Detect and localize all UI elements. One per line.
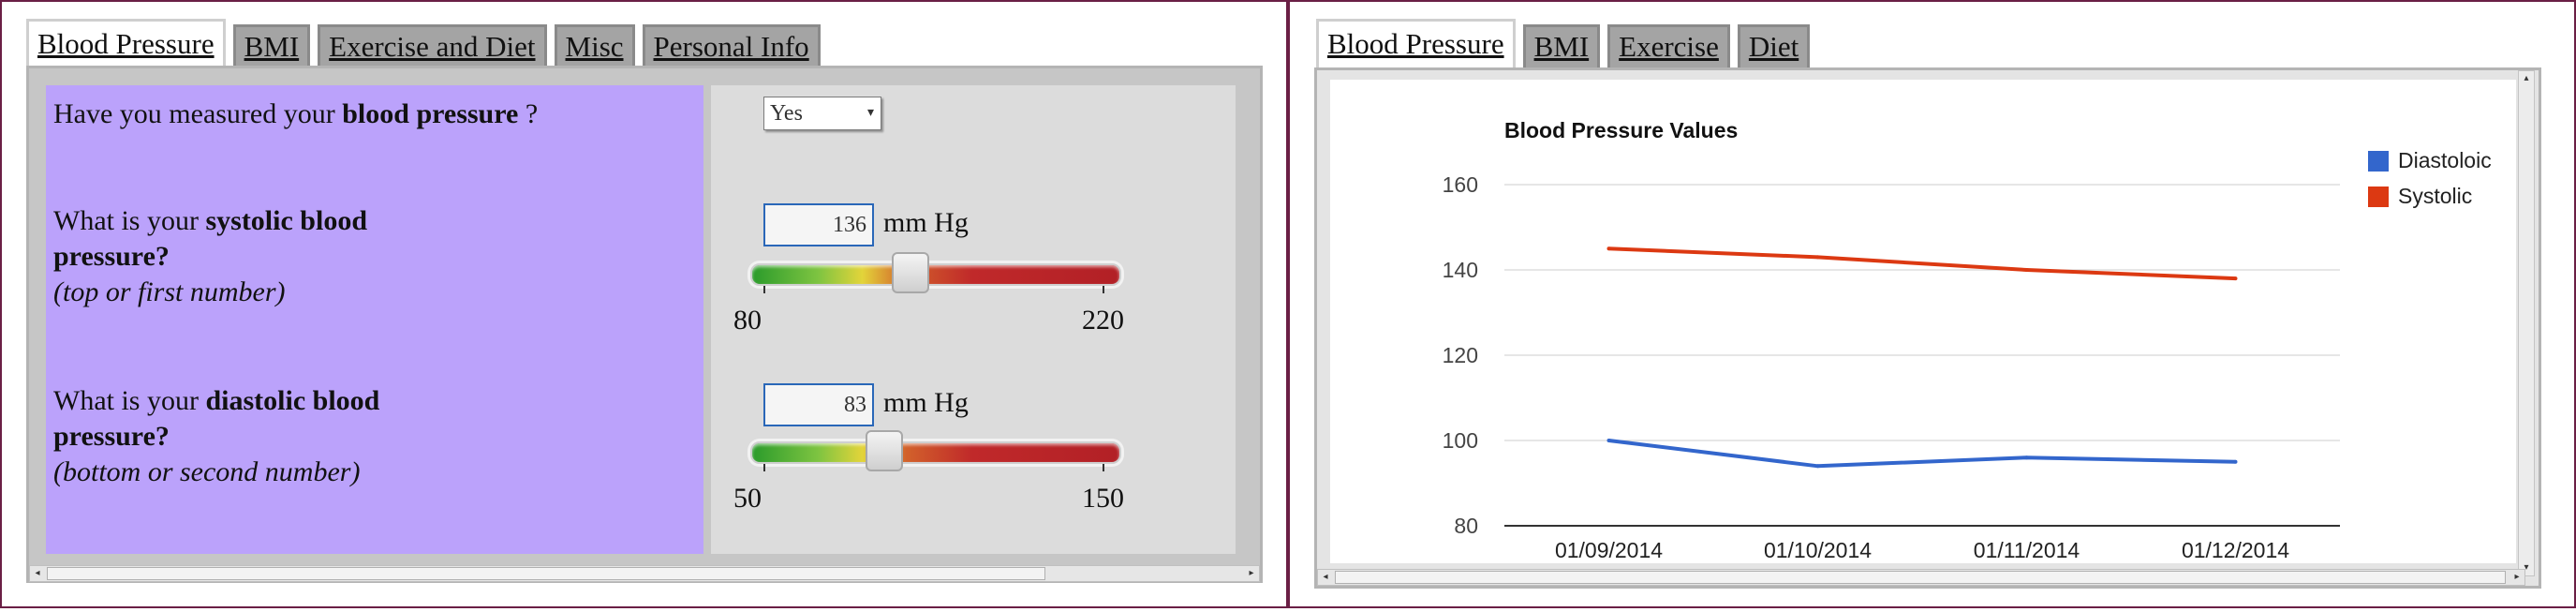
diastolic-slider-handle[interactable] [866,430,904,471]
y-tick-label: 120 [1443,343,1478,367]
tab-bmi[interactable]: BMI [232,24,311,67]
form-tabbar: Blood Pressure BMI Exercise and Diet Mis… [26,19,821,67]
systolic-slider-track[interactable] [750,263,1121,286]
chart-gridlines [1504,184,2340,527]
data-point-systolic[interactable] [1606,246,1611,251]
chart-tabbar: Blood Pressure BMI Exercise Diet [1316,19,1811,67]
systolic-slider-handle[interactable] [891,252,929,293]
measured-select-value: Yes [770,101,803,126]
y-tick-label: 100 [1443,428,1478,453]
x-tick-label: 01/12/2014 [2182,538,2289,562]
y-tick-label: 140 [1443,258,1478,282]
x-tick-label: 01/10/2014 [1764,538,1872,562]
chart-scroll-thumb[interactable] [1335,571,2506,584]
y-tick-label: 80 [1454,514,1478,538]
diastolic-slider-track[interactable] [750,441,1121,464]
measured-question-end: ? [518,98,539,129]
tab-bmi-chart[interactable]: BMI [1522,24,1601,67]
measured-select[interactable]: Yes ▾ [763,97,881,130]
data-point-diastoloic[interactable] [2233,459,2238,464]
chart-scroll-left-icon[interactable]: ◂ [1323,572,1328,582]
data-point-diastoloic[interactable] [2024,455,2029,460]
systolic-question-bold-1: systolic blood [205,205,367,236]
answers-column: Yes ▾ 136 mm Hg 80 220 83 mm Hg 50 150 [711,85,1236,554]
measured-question: Have you measured your blood pressure ? [53,97,538,132]
x-tick-label: 01/11/2014 [1974,538,2080,562]
y-axis-ticks: 160 140 120 100 80 [1443,172,1478,538]
legend-swatch [2368,187,2389,207]
series-line-systolic[interactable] [1608,246,2236,281]
diastolic-question-text: What is your [53,385,206,416]
scroll-up-icon[interactable]: ▴ [2524,73,2529,83]
measured-question-bold: blood pressure [342,98,519,129]
x-tick-label: 01/09/2014 [1555,538,1663,562]
diastolic-max-tick [1103,464,1104,471]
chevron-down-icon: ▾ [866,106,874,120]
bp-form-panel: Blood Pressure BMI Exercise and Diet Mis… [0,0,1288,608]
systolic-question: What is your systolic blood pressure? (t… [53,203,367,310]
chart-area: Blood Pressure Values 160 140 120 100 80 01/… [1330,80,2516,563]
form-horizontal-scrollbar[interactable]: ◂ ▸ [29,565,1260,582]
chart-horizontal-scrollbar[interactable]: ◂ ▸ [1317,569,2525,586]
chart-frame: Blood Pressure Values 160 140 120 100 80 01/… [1314,67,2541,589]
diastolic-question-bold-2: pressure? [53,421,170,452]
data-point-systolic[interactable] [2024,268,2029,272]
chart-series [1606,246,2238,469]
form-frame: Have you measured your blood pressure ? … [26,66,1263,583]
diastolic-hint: (bottom or second number) [53,456,361,487]
legend-label[interactable]: Diastoloic [2398,148,2492,172]
data-point-diastoloic[interactable] [1606,439,1611,442]
tab-misc[interactable]: Misc [554,24,635,67]
scroll-left-icon[interactable]: ◂ [35,568,40,578]
systolic-min-tick [763,286,765,293]
data-point-systolic[interactable] [2233,276,2238,281]
y-tick-label: 160 [1443,172,1478,197]
tab-personal-info[interactable]: Personal Info [642,24,821,67]
systolic-question-bold-2: pressure? [53,241,170,272]
systolic-max-tick [1103,286,1104,293]
bp-chart-panel: Blood Pressure BMI Exercise Diet Blood P… [1288,0,2576,608]
diastolic-min-tick [763,464,765,471]
chart-vertical-scrollbar[interactable]: ▴ ▾ [2518,70,2535,576]
scroll-down-icon[interactable]: ▾ [2524,562,2529,573]
data-point-diastoloic[interactable] [1815,464,1820,469]
chart-legend: Diastoloic Systolic [2368,148,2492,208]
blood-pressure-chart: Blood Pressure Values 160 140 120 100 80 01/… [1443,118,2492,562]
systolic-question-text: What is your [53,205,206,236]
diastolic-max-label: 150 [1082,483,1124,514]
x-axis-ticks: 01/09/2014 01/10/2014 01/11/2014 01/12/2014 [1555,538,2289,562]
diastolic-unit: mm Hg [883,387,969,418]
chart-title: Blood Pressure Values [1504,118,1738,142]
tab-diet-chart[interactable]: Diet [1737,24,1811,67]
legend-swatch [2368,151,2389,172]
measured-question-text: Have you measured your [53,98,343,129]
legend-label[interactable]: Systolic [2398,184,2472,208]
tab-exercise-chart[interactable]: Exercise [1607,24,1730,67]
systolic-max-label: 220 [1082,305,1124,336]
tab-blood-pressure[interactable]: Blood Pressure [26,19,226,67]
chart-scroll-right-icon[interactable]: ▸ [2514,572,2520,582]
diastolic-question: What is your diastolic blood pressure? (… [53,383,379,490]
scroll-right-icon[interactable]: ▸ [1249,568,1254,578]
form-scroll-thumb[interactable] [47,567,1045,580]
series-line-diastoloic[interactable] [1608,439,2236,469]
tab-exercise-and-diet[interactable]: Exercise and Diet [318,24,547,67]
diastolic-question-bold-1: diastolic blood [205,385,380,416]
systolic-min-label: 80 [733,305,762,336]
systolic-hint: (top or first number) [53,276,286,307]
data-point-systolic[interactable] [1815,255,1820,260]
diastolic-input[interactable]: 83 [763,383,874,426]
diastolic-min-label: 50 [733,483,762,514]
questions-column: Have you measured your blood pressure ? … [46,85,703,554]
systolic-input[interactable]: 136 [763,203,874,246]
systolic-unit: mm Hg [883,207,969,238]
tab-blood-pressure-chart[interactable]: Blood Pressure [1316,19,1516,67]
